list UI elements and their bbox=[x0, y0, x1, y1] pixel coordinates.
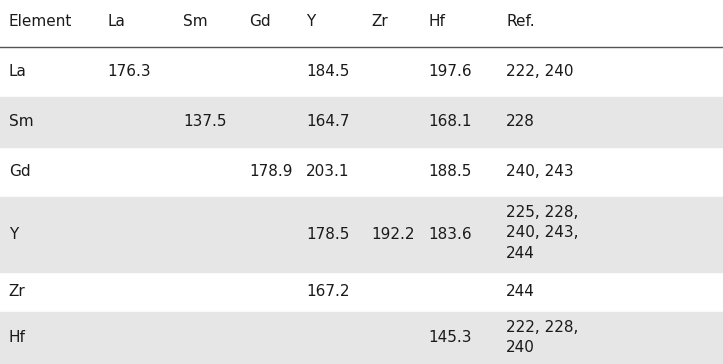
Text: Hf: Hf bbox=[9, 331, 25, 345]
Text: 188.5: 188.5 bbox=[429, 165, 472, 179]
Text: 145.3: 145.3 bbox=[429, 331, 472, 345]
Text: Zr: Zr bbox=[371, 15, 388, 29]
Text: 178.9: 178.9 bbox=[249, 165, 293, 179]
Text: Element: Element bbox=[9, 15, 72, 29]
Text: 197.6: 197.6 bbox=[429, 64, 472, 79]
Bar bbox=[0, 197, 723, 272]
Text: 240, 243: 240, 243 bbox=[506, 165, 574, 179]
Text: 168.1: 168.1 bbox=[429, 115, 472, 130]
Text: 244: 244 bbox=[506, 285, 535, 300]
Text: Sm: Sm bbox=[9, 115, 33, 130]
Text: 178.5: 178.5 bbox=[306, 227, 349, 242]
Text: La: La bbox=[107, 15, 125, 29]
Bar bbox=[0, 312, 723, 364]
Text: Gd: Gd bbox=[249, 15, 271, 29]
Text: Y: Y bbox=[9, 227, 18, 242]
Text: 167.2: 167.2 bbox=[306, 285, 349, 300]
Text: Gd: Gd bbox=[9, 165, 30, 179]
Text: La: La bbox=[9, 64, 27, 79]
Text: 184.5: 184.5 bbox=[306, 64, 349, 79]
Text: 222, 228,
240: 222, 228, 240 bbox=[506, 320, 578, 355]
Text: 164.7: 164.7 bbox=[306, 115, 349, 130]
Text: Zr: Zr bbox=[9, 285, 25, 300]
Text: 203.1: 203.1 bbox=[306, 165, 349, 179]
Text: 137.5: 137.5 bbox=[183, 115, 226, 130]
Text: Ref.: Ref. bbox=[506, 15, 535, 29]
Text: 225, 228,
240, 243,
244: 225, 228, 240, 243, 244 bbox=[506, 205, 578, 261]
Text: Hf: Hf bbox=[429, 15, 445, 29]
Text: 176.3: 176.3 bbox=[107, 64, 150, 79]
Text: 183.6: 183.6 bbox=[429, 227, 472, 242]
Text: 228: 228 bbox=[506, 115, 535, 130]
Bar bbox=[0, 97, 723, 147]
Text: Y: Y bbox=[306, 15, 315, 29]
Text: 192.2: 192.2 bbox=[371, 227, 414, 242]
Text: 222, 240: 222, 240 bbox=[506, 64, 573, 79]
Text: Sm: Sm bbox=[183, 15, 208, 29]
